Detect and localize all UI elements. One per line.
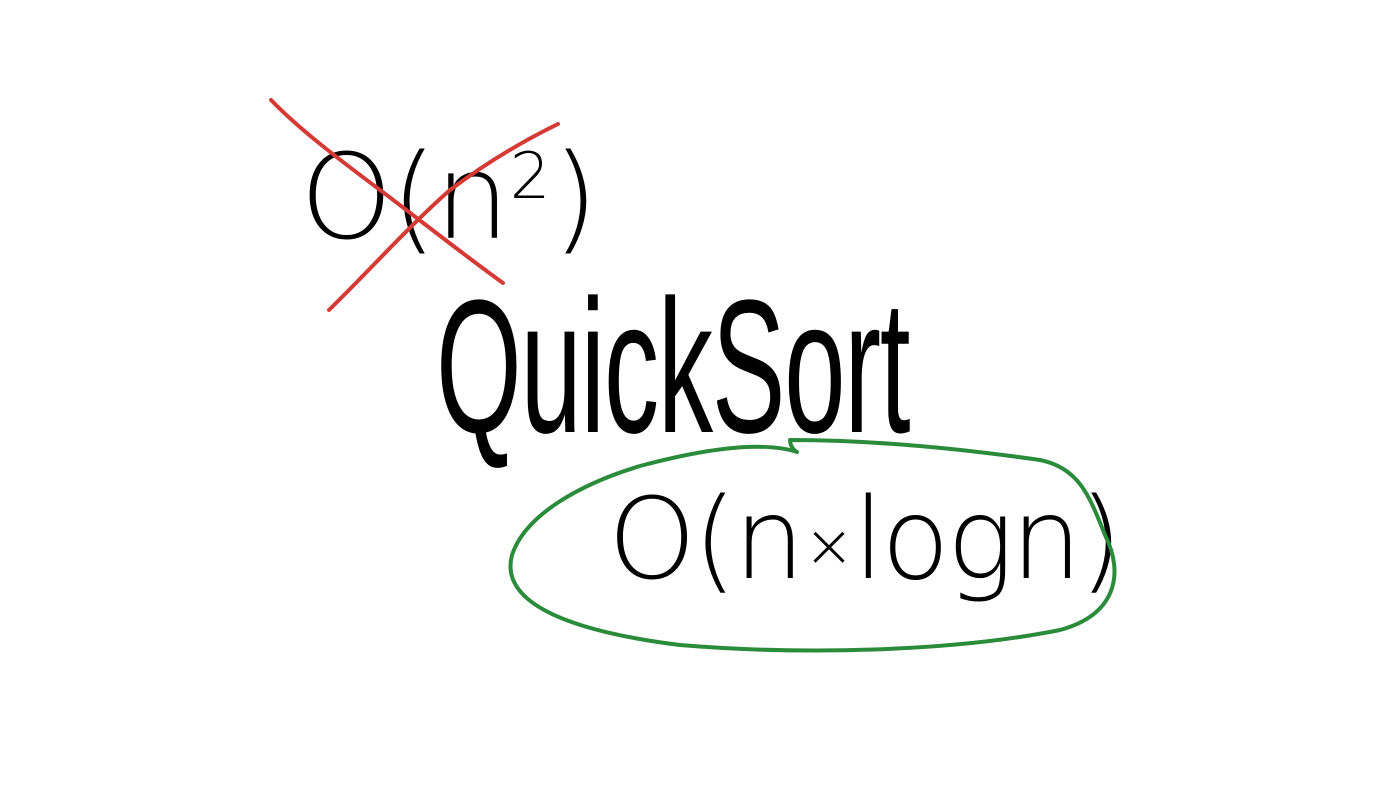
worst-case-exponent: 2 <box>509 140 551 214</box>
strike-stroke-up <box>327 122 560 312</box>
algorithm-title: QuickSort <box>436 261 911 473</box>
average-case-suffix: logn) <box>853 475 1123 605</box>
worst-case-suffix: ) <box>552 128 598 266</box>
average-case-complexity: O(n×logn) <box>608 484 1123 596</box>
multiply-sign: × <box>803 511 854 581</box>
strike-stroke-down <box>269 98 505 285</box>
highlight-circle <box>508 438 1117 653</box>
average-case-prefix: O(n <box>608 475 805 605</box>
